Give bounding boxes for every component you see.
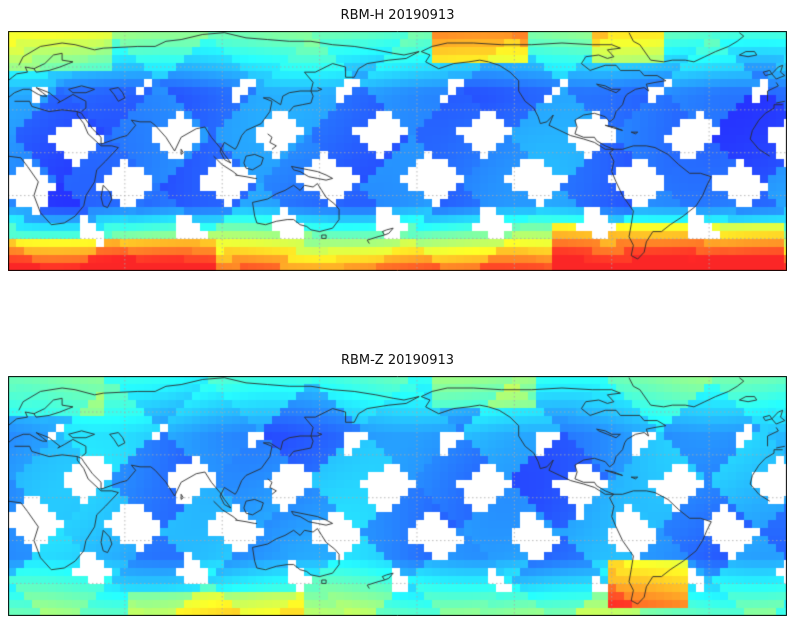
panel-title-rbm-z: RBM-Z 20190913 bbox=[340, 353, 455, 368]
map-canvas-rbm-h bbox=[8, 31, 787, 271]
panel-title-rbm-h: RBM-H 20190913 bbox=[340, 8, 455, 23]
map-canvas-rbm-z bbox=[8, 376, 787, 616]
